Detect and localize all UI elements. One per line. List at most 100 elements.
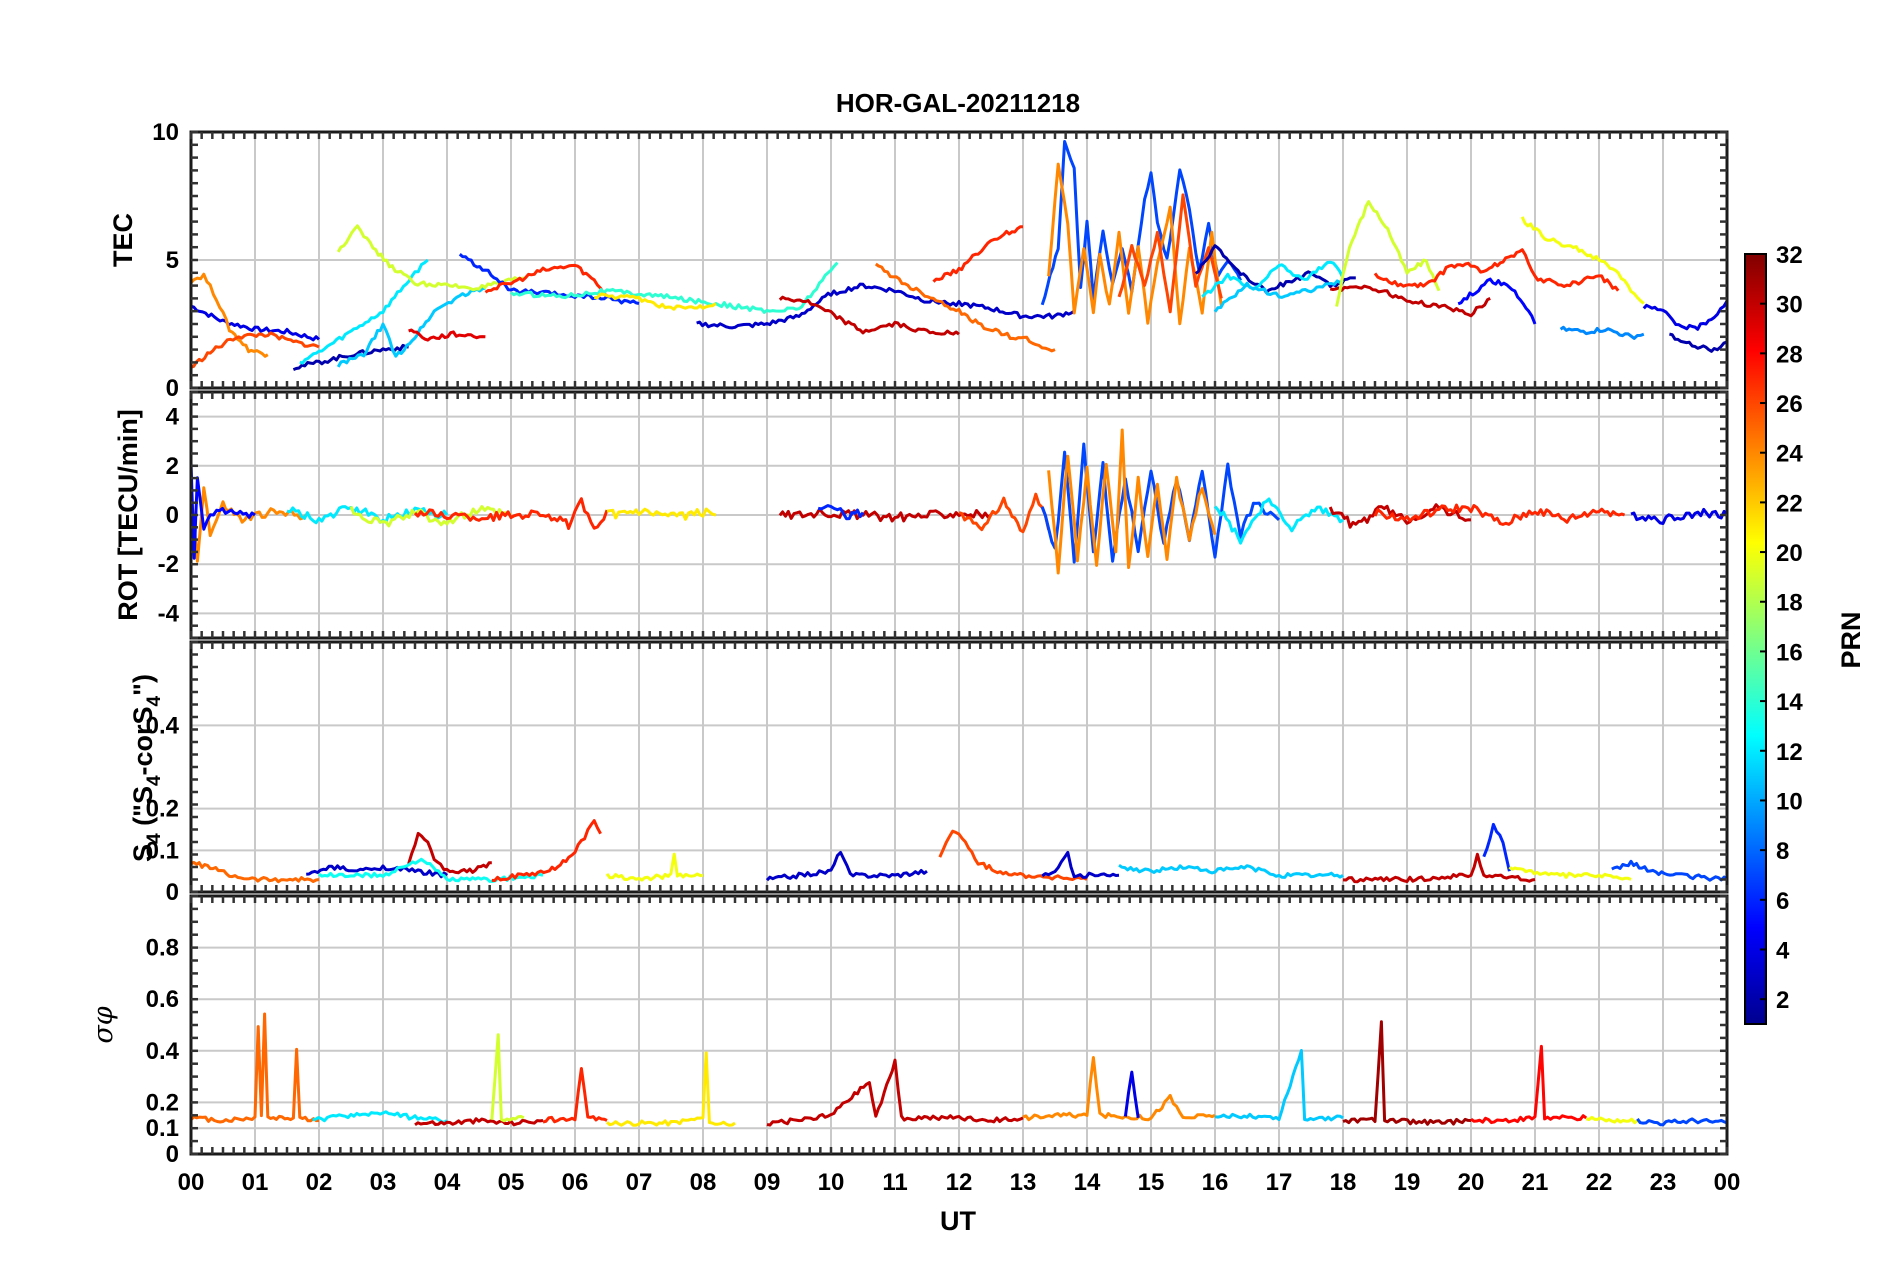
x-tick-label: 23: [1650, 1169, 1677, 1196]
series-line-prn-6: [1482, 822, 1511, 872]
y-tick-label: 10: [152, 119, 179, 146]
series-line-prn-12: [312, 1110, 448, 1124]
series-line-prn-26: [191, 331, 320, 369]
series-line-prn-30: [1329, 284, 1491, 318]
series-line-prn-20: [1520, 216, 1645, 305]
x-tick-label: 17: [1266, 1169, 1293, 1196]
x-tick-label: 14: [1074, 1169, 1101, 1196]
series-line-prn-28: [1470, 1044, 1588, 1125]
series-line-prn-27: [484, 263, 608, 298]
series-line-prn-3: [1041, 850, 1120, 879]
x-tick-label: 10: [818, 1169, 845, 1196]
colorbar-label: PRN: [1836, 611, 1866, 668]
series-line-prn-26: [938, 829, 1088, 881]
colorbar-tick-label: 4: [1776, 937, 1790, 964]
y-tick-label: 0.1: [146, 1115, 179, 1142]
colorbar-tick-label: 12: [1776, 739, 1803, 766]
x-tick-label: 12: [946, 1169, 973, 1196]
y-tick-label: 0.8: [146, 935, 179, 962]
series-line-prn-24: [1022, 1056, 1216, 1122]
series-line-prn-5: [191, 462, 256, 560]
x-tick-label: 06: [562, 1169, 589, 1196]
series-line-prn-11: [1213, 279, 1344, 313]
series-line-prn-21: [606, 507, 717, 521]
panel-tec: 0 5 10 TEC: [108, 119, 1729, 402]
y-tick-label: 0.1: [146, 837, 179, 864]
panel-tec-minor-ticks: [189, 130, 1729, 390]
y-tick-label: 0: [166, 1141, 179, 1168]
colorbar-tick-label: 26: [1776, 391, 1803, 418]
series-line-prn-24: [1047, 428, 1217, 575]
x-tick-label: 08: [690, 1169, 717, 1196]
colorbar-tick-label: 20: [1776, 540, 1803, 567]
series-line-prn-5: [1457, 277, 1537, 325]
series-line-prn-19: [490, 1033, 525, 1123]
series-line-prn-30: [414, 1117, 544, 1127]
x-tick-label: 09: [754, 1169, 781, 1196]
colorbar-tick-label: 16: [1776, 639, 1803, 666]
colorbar-tick-label: 28: [1776, 341, 1803, 368]
series-line-prn-11: [336, 286, 486, 368]
series-line-prn-12: [299, 258, 429, 365]
series-line-prn-13: [318, 857, 544, 883]
series-line-prn-27: [1373, 503, 1626, 526]
colorbar-tick-label: 22: [1776, 490, 1803, 517]
series-line-prn-21: [593, 292, 717, 311]
colorbar-tick-label: 10: [1776, 788, 1803, 815]
series-line-prn-2: [1669, 332, 1727, 353]
y-tick-label: 4: [166, 404, 180, 431]
y-axis-label-tec: TEC: [108, 213, 138, 267]
panel-s4: 0 0.1 0.2 0.4S4 ("S4-corS4"): [128, 640, 1729, 906]
x-tick-label: 11: [882, 1169, 907, 1196]
colorbar-tick-label: 32: [1776, 242, 1803, 269]
series-line-prn-20: [605, 852, 704, 882]
x-tick-label: 16: [1202, 1169, 1229, 1196]
panel-s4-minor-ticks: [189, 640, 1729, 894]
y-tick-label: 0: [166, 879, 179, 906]
series-line-prn-25: [874, 262, 1056, 353]
y-tick-label: 0: [166, 375, 179, 402]
y-tick-label: -2: [158, 551, 179, 578]
x-tick-label: 02: [306, 1169, 333, 1196]
x-tick-label: 05: [498, 1169, 525, 1196]
series-line-prn-19: [1335, 200, 1441, 307]
series-line-prn-7: [1611, 859, 1727, 882]
y-axis-label-s4: S4 ("S4-corS4"): [128, 674, 165, 862]
x-tick-label: 01: [242, 1169, 269, 1196]
colorbar-tick-label: 30: [1776, 292, 1803, 319]
series-line-prn-4: [1642, 300, 1727, 331]
colorbar-tick-label: 14: [1776, 689, 1803, 716]
series-line-prn-30: [778, 295, 960, 336]
series-line-prn-4: [1630, 507, 1727, 525]
panel-sigma_phi-series: [191, 1012, 1727, 1127]
series-line-prn-30: [407, 831, 492, 875]
y-axis-label-sigma_phi: σφ: [88, 1006, 119, 1043]
y-tick-label: 5: [166, 247, 179, 274]
series-line-prn-27: [932, 225, 1023, 283]
series-line-prn-14: [510, 261, 839, 314]
x-tick-label: 21: [1522, 1169, 1549, 1196]
series-line-prn-7: [1636, 1117, 1727, 1127]
x-tick-label: 22: [1586, 1169, 1613, 1196]
panel-tec-series: [191, 140, 1727, 371]
colorbar-tick-label: 8: [1776, 838, 1789, 865]
x-tick-label: 15: [1138, 1169, 1165, 1196]
colorbar-tick-label: 2: [1776, 987, 1789, 1014]
y-tick-label: 2: [166, 453, 179, 480]
series-line-prn-30: [1328, 503, 1472, 529]
colorbar-tick-label: 18: [1776, 590, 1803, 617]
y-tick-label: 0.4: [146, 712, 180, 739]
series-line-prn-9: [1559, 325, 1645, 340]
series-line-prn-20: [1585, 1115, 1639, 1125]
series-line-prn-27: [413, 497, 609, 530]
series-line-prn-7: [1040, 442, 1281, 564]
x-tick-label: 20: [1458, 1169, 1485, 1196]
series-line-prn-19: [349, 505, 512, 528]
series-line-prn-19: [336, 224, 525, 292]
series-line-prn-3: [765, 851, 928, 882]
x-axis-label: UT: [940, 1206, 976, 1236]
chart-title: HOR-GAL-20211218: [836, 88, 1080, 118]
